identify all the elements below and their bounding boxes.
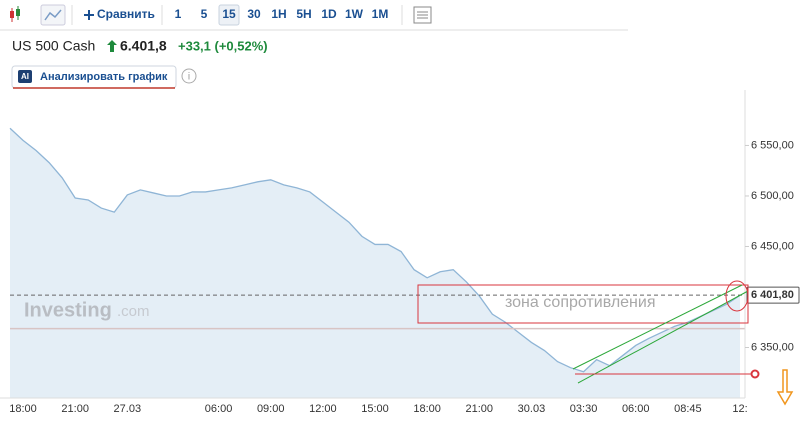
x-tick-label: 18:00 (9, 403, 37, 415)
settings-icon[interactable] (413, 6, 432, 24)
up-arrow (107, 40, 117, 52)
resistance-zone (417, 284, 749, 324)
timeframe-button[interactable]: 1D (321, 7, 337, 21)
x-tick-label: 03:30 (570, 403, 598, 415)
channel-line (572, 284, 743, 370)
y-tick-label: 6 450,00 (751, 240, 794, 252)
active-timeframe-bg (218, 4, 240, 26)
x-tick-label: 15:00 (361, 403, 389, 415)
toolbar: Сравнить 1 5 15 30 1H 5H 1D 1W 1M (0, 4, 628, 31)
timeframe-button[interactable]: 1H (271, 7, 286, 21)
price-line (9, 127, 741, 373)
x-tick-label: 06:00 (205, 403, 233, 415)
timeframe-button[interactable]: 1 (175, 7, 182, 21)
x-tick-label: 18:00 (413, 403, 441, 415)
info-icon[interactable] (181, 68, 197, 84)
price-change: +33,1 (+0,52%) (178, 38, 268, 53)
channel-line (577, 290, 749, 384)
x-tick-label: 12:00 (309, 403, 337, 415)
last-price-label: 6 401,80 (751, 289, 794, 301)
highlight-circle (725, 280, 749, 312)
x-tick-label: 08:45 (674, 403, 702, 415)
plus-icon (84, 10, 94, 20)
down-arrow (776, 369, 794, 406)
x-tick-label: 30.03 (518, 403, 546, 415)
timeframe-button[interactable]: 1M (372, 7, 389, 21)
x-tick-label: 21:00 (466, 403, 494, 415)
timeframe-button[interactable]: 5 (201, 7, 208, 21)
x-tick-label: 09:00 (257, 403, 285, 415)
x-tick-label: 06:00 (622, 403, 650, 415)
ai-badge: AI (21, 72, 29, 81)
timeframe-button[interactable]: 30 (247, 7, 261, 21)
support-handle (750, 369, 760, 379)
annotation: зона сопротивления (505, 294, 656, 311)
timeframe-button[interactable]: 1W (345, 7, 364, 21)
info-text: i (188, 72, 190, 83)
compare-button[interactable]: Сравнить (97, 7, 155, 21)
watermark-brand: Investing (24, 299, 112, 321)
last-price-badge (746, 286, 800, 304)
x-tick-label: 21:00 (61, 403, 89, 415)
x-tick-label: 12: (732, 403, 747, 415)
timeframe-button[interactable]: 5H (296, 7, 311, 21)
area-fill (10, 128, 740, 399)
y-tick-label: 6 550,00 (751, 139, 794, 151)
watermark-suffix: .com (117, 303, 150, 320)
last-price: 6.401,8 (120, 38, 167, 54)
ai-label: Анализировать график (40, 71, 168, 83)
candle-icon[interactable] (10, 6, 20, 22)
timeframe-button[interactable]: 15 (222, 7, 236, 21)
y-tick-label: 6 350,00 (751, 341, 794, 353)
instrument-title: US 500 Cash (12, 38, 95, 54)
y-tick-label: 6 500,00 (751, 190, 794, 202)
x-tick-label: 27.03 (114, 403, 142, 415)
